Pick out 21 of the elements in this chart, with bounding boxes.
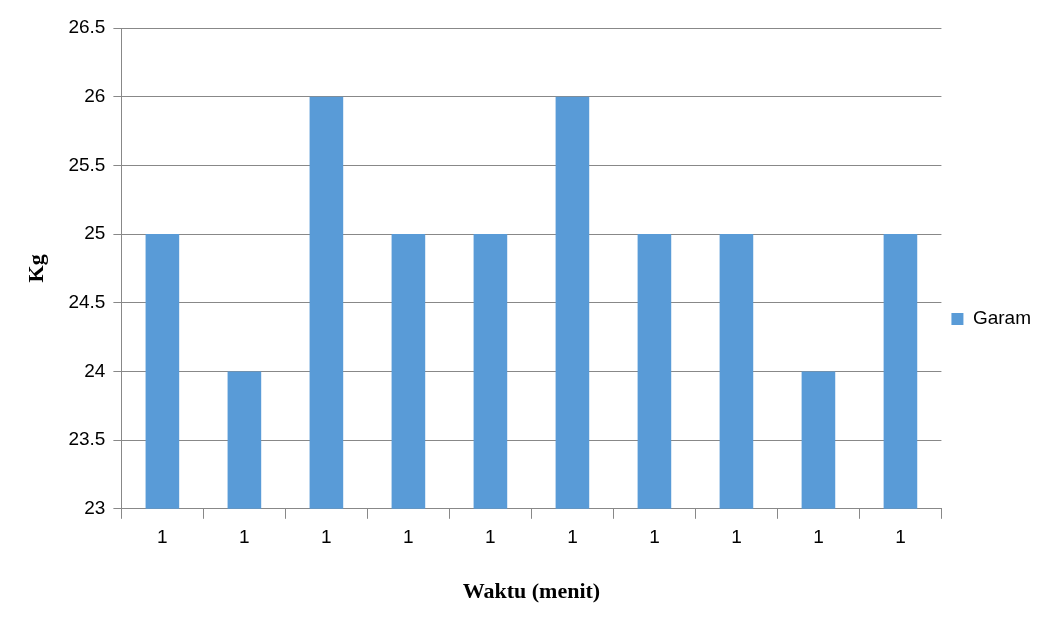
x-tick-label: 1 xyxy=(649,526,660,548)
y-tick-label: 24.5 xyxy=(68,290,106,312)
x-tick-label: 1 xyxy=(239,526,250,548)
y-tick-label: 25.5 xyxy=(68,153,106,175)
x-tick-label: 1 xyxy=(567,526,578,548)
x-tick-label: 1 xyxy=(403,526,414,548)
y-tick-label: 23.5 xyxy=(68,428,106,450)
y-tick-label: 25 xyxy=(84,222,106,244)
legend-label: Garam xyxy=(972,307,1032,329)
x-tick-label: 1 xyxy=(321,526,332,548)
x-tick-label: 1 xyxy=(813,526,824,548)
y-axis-title: Kg xyxy=(22,254,48,283)
x-tick-label: 1 xyxy=(895,526,906,548)
x-tick-label: 1 xyxy=(157,526,168,548)
y-tick-label: 26.5 xyxy=(68,16,106,38)
x-tick-label: 1 xyxy=(731,526,742,548)
y-tick-label: 26 xyxy=(84,84,106,106)
x-axis-title: Waktu (menit) xyxy=(462,578,601,604)
y-tick-label: 23 xyxy=(84,497,106,519)
x-tick-label: 1 xyxy=(485,526,496,548)
y-tick-label: 24 xyxy=(84,359,106,381)
